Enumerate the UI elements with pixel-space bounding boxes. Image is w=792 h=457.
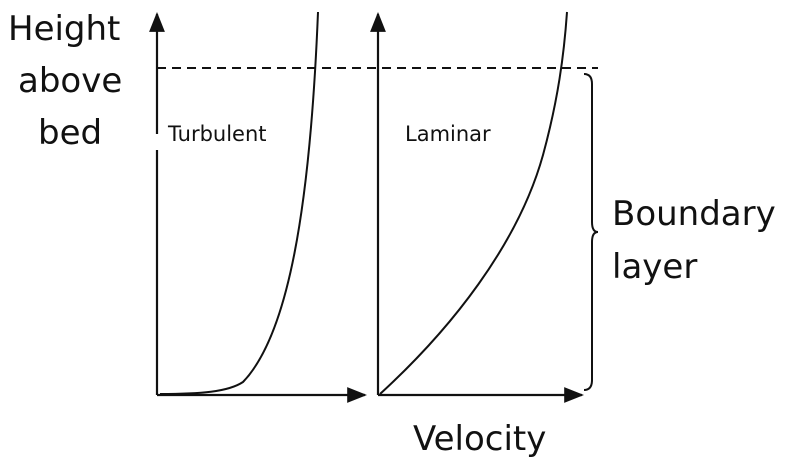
y-axis-label: Height bbox=[8, 9, 120, 49]
x-axis-label: Velocity bbox=[413, 419, 546, 457]
y-axis-label: bed bbox=[38, 113, 102, 153]
boundary-label: layer bbox=[612, 247, 697, 287]
brace bbox=[583, 73, 599, 391]
laminar-profile bbox=[379, 11, 568, 395]
turbulent-profile bbox=[159, 11, 319, 395]
panel-label: Turbulent bbox=[167, 122, 267, 146]
y-axis-label: above bbox=[18, 61, 122, 101]
panel-label: Laminar bbox=[405, 122, 491, 146]
boundary-label: Boundary bbox=[612, 194, 776, 234]
